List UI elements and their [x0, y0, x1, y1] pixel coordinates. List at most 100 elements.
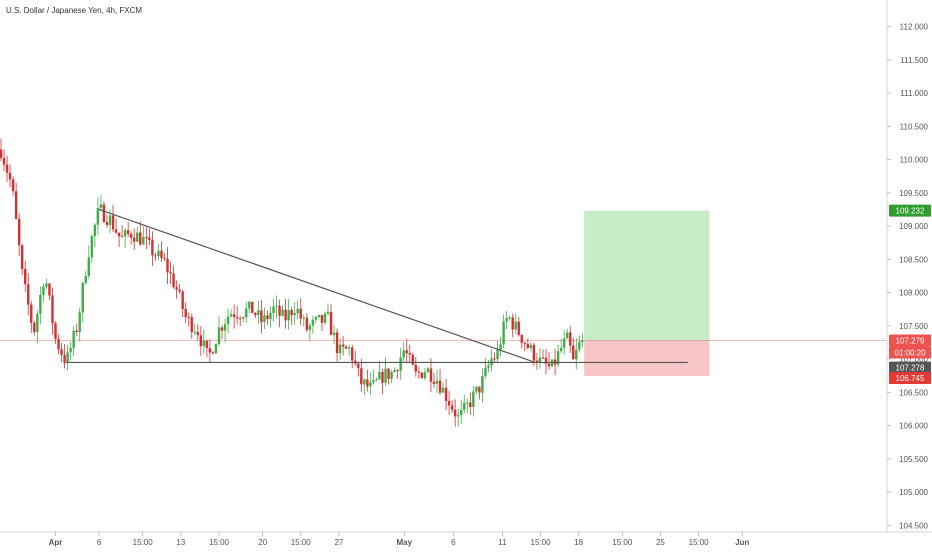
price-badge-bg [889, 372, 931, 385]
candle-up [302, 317, 305, 319]
position-zones [584, 210, 710, 377]
candle-down [569, 332, 572, 346]
candle-down [366, 379, 369, 387]
candle-down [160, 250, 163, 258]
candle-down [11, 179, 15, 192]
candle-up [384, 368, 387, 383]
price-badge-label: 107.279 [896, 337, 925, 346]
candle-down [320, 314, 324, 323]
candle-down [251, 301, 254, 314]
price-badge-label: 109.232 [896, 207, 925, 216]
loss-zone[interactable] [584, 340, 710, 377]
candle-down [299, 308, 302, 319]
candle-down [450, 405, 454, 410]
price-tick-label: 104.500 [899, 521, 928, 530]
candle-down [535, 360, 539, 363]
candle-down [117, 232, 121, 237]
candle-down [208, 348, 212, 353]
candle-up [460, 409, 463, 415]
candle-down [220, 327, 224, 331]
candle-up [481, 376, 484, 393]
candle-down [187, 316, 190, 318]
candle-up [72, 330, 75, 348]
candle-down [2, 157, 6, 165]
candle-up [136, 232, 139, 242]
candle-down [102, 204, 106, 223]
candle-up [93, 224, 97, 237]
candle-down [139, 232, 142, 245]
candle-up [123, 230, 127, 237]
candle-down [526, 343, 530, 348]
candle-down [438, 380, 442, 393]
candle-up [487, 365, 490, 368]
candle-down [329, 311, 333, 335]
candle-up [556, 351, 560, 365]
candle-up [36, 313, 39, 332]
chart-title: U.S. Dollar / Japanese Yen, 4h, FXCM [6, 6, 143, 15]
candle-down [190, 317, 193, 333]
candle-down [544, 357, 548, 364]
candle-up [314, 316, 318, 320]
descending-trendline[interactable] [98, 208, 536, 363]
time-tick-label: 18 [574, 538, 583, 547]
candle-down [163, 257, 166, 259]
candle-up [565, 332, 569, 339]
candle-up [157, 250, 160, 257]
candle-down [408, 353, 411, 355]
candle-up [281, 309, 284, 316]
price-badge-bg [889, 361, 931, 374]
price-tick-label: 111.000 [900, 89, 928, 98]
candle-down [360, 368, 363, 385]
candle-up [581, 340, 584, 343]
price-tick-label: 109.500 [899, 189, 928, 198]
candle-up [338, 344, 342, 354]
candle-up [202, 340, 206, 347]
candle-down [414, 364, 418, 372]
price-badge-label: 106.745 [896, 374, 925, 383]
candle-down [284, 309, 287, 321]
candle-down [238, 318, 242, 320]
candle-up [578, 342, 581, 350]
price-tick-label: 108.500 [899, 255, 928, 264]
time-tick-label: 27 [334, 538, 343, 547]
time-tick-label: 6 [97, 538, 102, 547]
candle-down [344, 346, 348, 349]
candle-up [529, 344, 533, 348]
candle-up [272, 306, 275, 314]
candle-down [432, 381, 436, 384]
candle-up [472, 391, 475, 408]
candle-up [393, 370, 396, 372]
price-badge-bg [889, 334, 931, 347]
candle-down [111, 215, 115, 230]
candle-down [175, 287, 178, 290]
candle-down [114, 229, 118, 233]
candle-up [269, 313, 272, 320]
candle-up [293, 313, 296, 316]
candle-down [24, 269, 27, 285]
candle-up [99, 204, 103, 208]
candle-up [475, 386, 478, 392]
time-tick-label: 11 [498, 538, 507, 547]
price-tick-label: 109.000 [899, 222, 928, 231]
candle-down [532, 344, 536, 361]
candle-up [275, 305, 278, 307]
candle-down [572, 345, 575, 360]
candle-up [226, 316, 230, 325]
candle-down [133, 237, 136, 242]
trendlines[interactable] [66, 208, 688, 364]
candle-up [142, 237, 145, 245]
candle-down [429, 368, 433, 382]
time-tick-label: 15:00 [531, 538, 552, 547]
price-tick-label: 110.500 [900, 122, 929, 131]
time-axis[interactable]: Apr 6 15:00 13 15:00 20 15:00 27 May 6 11 15:00 18 15… [49, 532, 750, 547]
time-tick-label: 15:00 [689, 538, 710, 547]
profit-zone[interactable] [584, 210, 710, 341]
candle-down [351, 347, 354, 361]
candle-down [335, 332, 339, 354]
candle-up [508, 317, 511, 319]
price-axis[interactable]: 104.500 105.000 105.500 106.000 106.500 107.0… [887, 23, 929, 531]
price-badge-stop: 106.745 [889, 372, 931, 385]
